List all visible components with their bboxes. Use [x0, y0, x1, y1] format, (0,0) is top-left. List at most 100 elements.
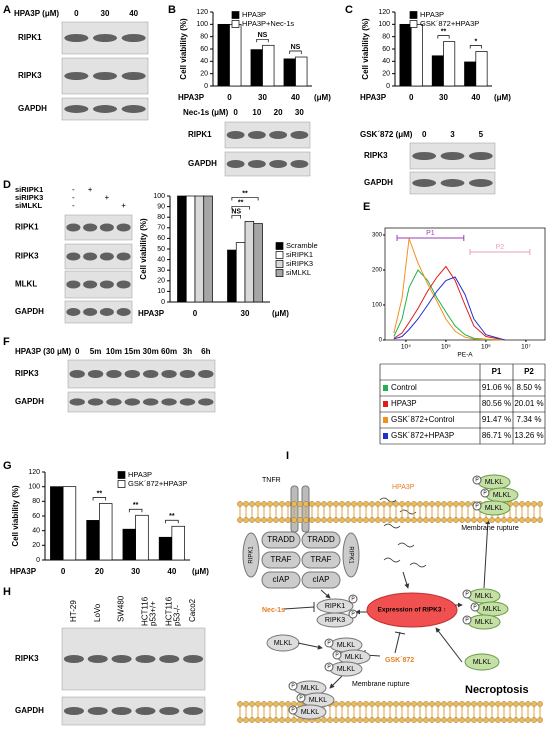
blot-band [99, 223, 114, 232]
lipid-head [525, 717, 531, 723]
lane-label: 5 [479, 130, 484, 139]
y-axis-label: Cell viability (%) [139, 218, 148, 280]
phospho [296, 693, 306, 703]
arrow [435, 627, 463, 663]
significance-label: ** [441, 28, 447, 35]
lipid-head [267, 717, 273, 723]
lipid-head [411, 701, 417, 707]
inhibitor-label: GSK´872 [385, 657, 414, 664]
lane-label: 5m [90, 347, 102, 356]
y-tick-label: 100 [378, 21, 390, 28]
phospho-label: P [335, 652, 339, 658]
bar [475, 51, 488, 87]
x-unit: (μM) [272, 309, 289, 318]
lipid-head [369, 717, 375, 723]
legend-label: siRIPK3 [286, 259, 313, 268]
phospho [462, 589, 472, 599]
lipid-head [501, 701, 507, 707]
lipid-head [357, 701, 363, 707]
lipid-head [243, 717, 249, 723]
lipid-head [447, 717, 453, 723]
complex-box [261, 531, 301, 549]
phospho [288, 705, 298, 715]
lipid-head [507, 717, 513, 723]
lipid-head [405, 501, 411, 507]
lipid-head [525, 517, 531, 523]
lipid-head [321, 717, 327, 723]
legend-label: HPA3P [242, 10, 266, 19]
legend-swatch [275, 269, 284, 277]
lipid-head [507, 517, 513, 523]
bar [86, 520, 100, 561]
mlkl-label: MLKL [493, 492, 511, 499]
y-tick-label: 60 [382, 46, 390, 53]
lipid-head [285, 701, 291, 707]
blot-band [106, 370, 122, 378]
lipid-head [471, 717, 477, 723]
lipid-head [477, 701, 483, 707]
x-axis-label: HPA3P [10, 567, 37, 576]
condition-mark: - [72, 201, 75, 210]
x-tick-label: 40 [471, 93, 480, 102]
table-cell: 91.06 % [482, 383, 511, 392]
inhibition [283, 602, 315, 612]
lipid-head [465, 517, 471, 523]
blot-band [159, 707, 180, 715]
panel-label: I [286, 450, 289, 462]
significance-label: ** [97, 490, 103, 497]
lipid-head [273, 717, 279, 723]
y-tick-label: 60 [200, 46, 208, 53]
ripk1-side [342, 532, 360, 578]
lipid-head [279, 701, 285, 707]
phospho [480, 488, 490, 498]
row-label: GAPDH [15, 307, 44, 316]
legend-label: HPA3P+Nec-1s [242, 19, 294, 28]
lipid-head [411, 717, 417, 723]
gate-label: P1 [426, 230, 435, 237]
gate-label: P2 [496, 244, 505, 251]
table-swatch [383, 401, 388, 407]
y-tick-label: 100 [28, 484, 40, 491]
row-label: GAPDH [188, 159, 217, 168]
lipid-head [339, 701, 345, 707]
significance-bracket [92, 497, 107, 501]
blot-band [116, 280, 131, 289]
legend-swatch [275, 242, 284, 250]
blot-band [64, 105, 89, 113]
lipid-head [459, 701, 465, 707]
lipid-head [357, 717, 363, 723]
lipid-head [519, 517, 525, 523]
blot-band [269, 160, 288, 168]
phospho [472, 501, 482, 511]
y-tick-label: 100 [372, 303, 383, 309]
lipid-head [531, 701, 537, 707]
significance-bracket [437, 35, 450, 39]
bar [227, 249, 237, 303]
lipid-head [513, 701, 519, 707]
table-header: P1 [492, 367, 502, 376]
panel-label: G [3, 460, 12, 472]
blot-strip [67, 391, 216, 413]
mlkl-label: MLKL [485, 505, 503, 512]
phospho [288, 681, 298, 691]
row-label: RIPK3 [18, 71, 42, 80]
y-tick-label: 0 [379, 338, 383, 344]
blot-band [116, 223, 131, 232]
lipid-head [423, 517, 429, 523]
blot-band [226, 160, 245, 168]
lipid-head [441, 517, 447, 523]
blot-band [161, 370, 177, 378]
drug-label: HPA3P [392, 484, 415, 491]
lipid-head [429, 717, 435, 723]
mlkl-label: MLKL [475, 593, 493, 600]
phospho-label: P [351, 596, 355, 602]
lipid-head [417, 717, 423, 723]
lipid-head [333, 717, 339, 723]
lane-label: HT-29 [69, 600, 78, 622]
lipid-head [285, 501, 291, 507]
legend-label: siRIPK1 [286, 250, 313, 259]
significance-label: * [474, 38, 477, 45]
row-label: GAPDH [15, 706, 44, 715]
lipid-head [321, 517, 327, 523]
lipid-head [315, 517, 321, 523]
